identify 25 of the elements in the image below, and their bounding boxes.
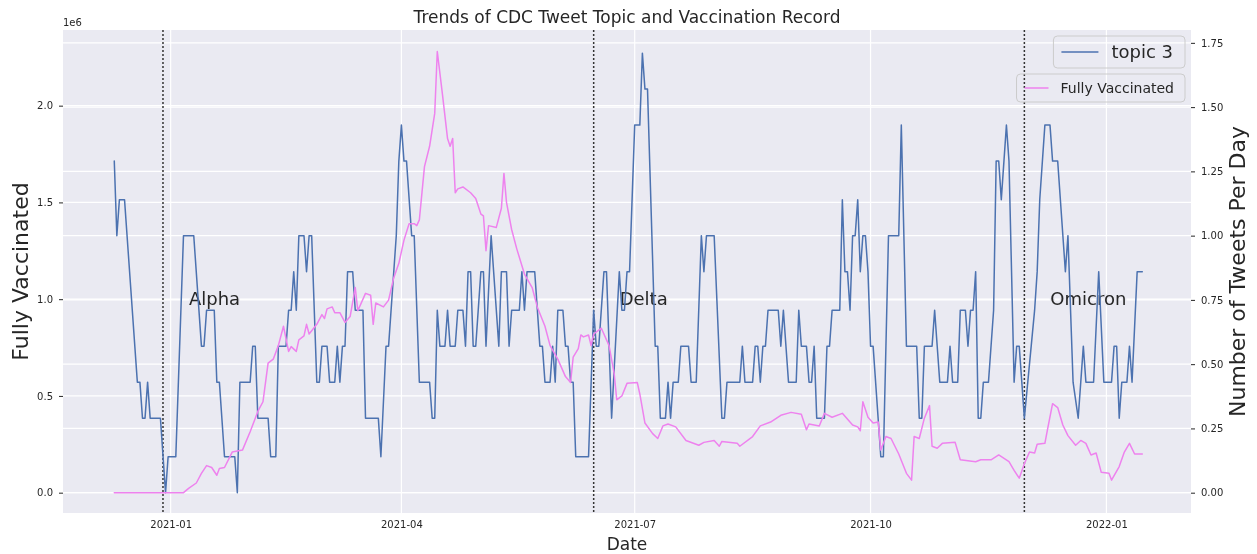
y2-tick-label: 0.25 xyxy=(1201,423,1224,435)
y2-tick-label: 0.75 xyxy=(1201,294,1224,306)
y2-tick-label: 1.25 xyxy=(1201,166,1224,178)
y-tick-label: 0.5 xyxy=(37,390,53,402)
legend-label: Fully Vaccinated xyxy=(1060,79,1174,96)
x-tick-label: 2022-01 xyxy=(1086,519,1128,531)
y-tick-label: 2.0 xyxy=(37,100,53,112)
y2-tick-label: 1.00 xyxy=(1201,230,1224,242)
y2-tick-label: 0.00 xyxy=(1201,487,1224,499)
y-tick-label: 1.0 xyxy=(37,293,53,305)
x-tick-label: 2021-07 xyxy=(614,519,657,531)
y-axis-title: Fully Vaccinated xyxy=(8,182,33,361)
x-tick-label: 2021-10 xyxy=(850,519,892,531)
x-tick-label: 2021-04 xyxy=(381,519,423,531)
y2-tick-label: 1.50 xyxy=(1201,101,1224,113)
legend-label: topic 3 xyxy=(1111,41,1173,63)
x-tick-label: 2021-01 xyxy=(150,519,193,531)
y2-tick-label: 1.75 xyxy=(1201,37,1224,49)
text: 1e6 xyxy=(63,17,82,28)
y2-axis-title: Number of Tweets Per Day xyxy=(1225,125,1250,418)
chart-title: Trends of CDC Tweet Topic and Vaccination Record xyxy=(412,7,841,27)
y-tick-label: 1.5 xyxy=(37,197,53,209)
y-tick-label: 0.0 xyxy=(37,487,53,499)
y2-tick-label: 0.50 xyxy=(1201,358,1224,370)
x-axis-title: Date xyxy=(606,534,648,554)
